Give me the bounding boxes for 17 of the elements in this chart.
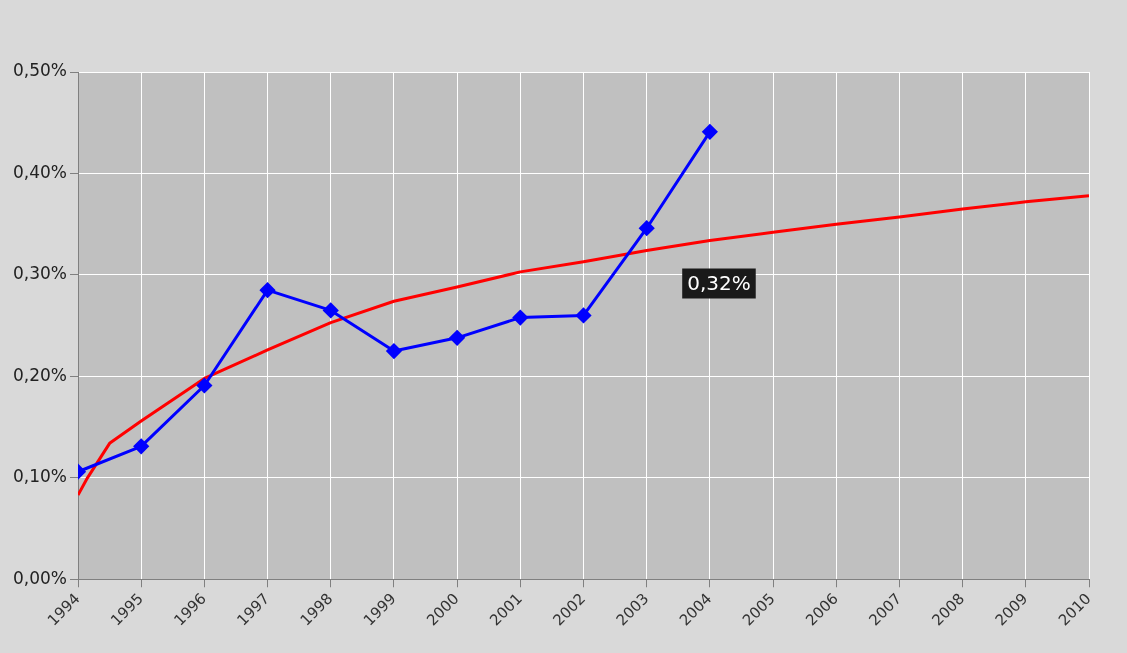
point	[323, 302, 339, 318]
y-tick-label: 0,00%	[12, 567, 67, 588]
annotation: 0,32%	[687, 270, 751, 295]
point	[260, 282, 276, 298]
y-tick-label: 0,40%	[12, 161, 67, 182]
y-tick-label: 0,10%	[12, 466, 67, 487]
y-tick-label: 0,30%	[12, 263, 67, 284]
point	[449, 330, 465, 346]
point	[639, 220, 655, 236]
y-tick-label: 0,50%	[12, 60, 67, 81]
point	[386, 343, 402, 359]
point	[196, 378, 212, 393]
point	[133, 438, 149, 454]
point	[512, 310, 528, 326]
y-tick-label: 0,20%	[12, 364, 67, 385]
point	[702, 124, 718, 140]
point	[576, 307, 591, 323]
